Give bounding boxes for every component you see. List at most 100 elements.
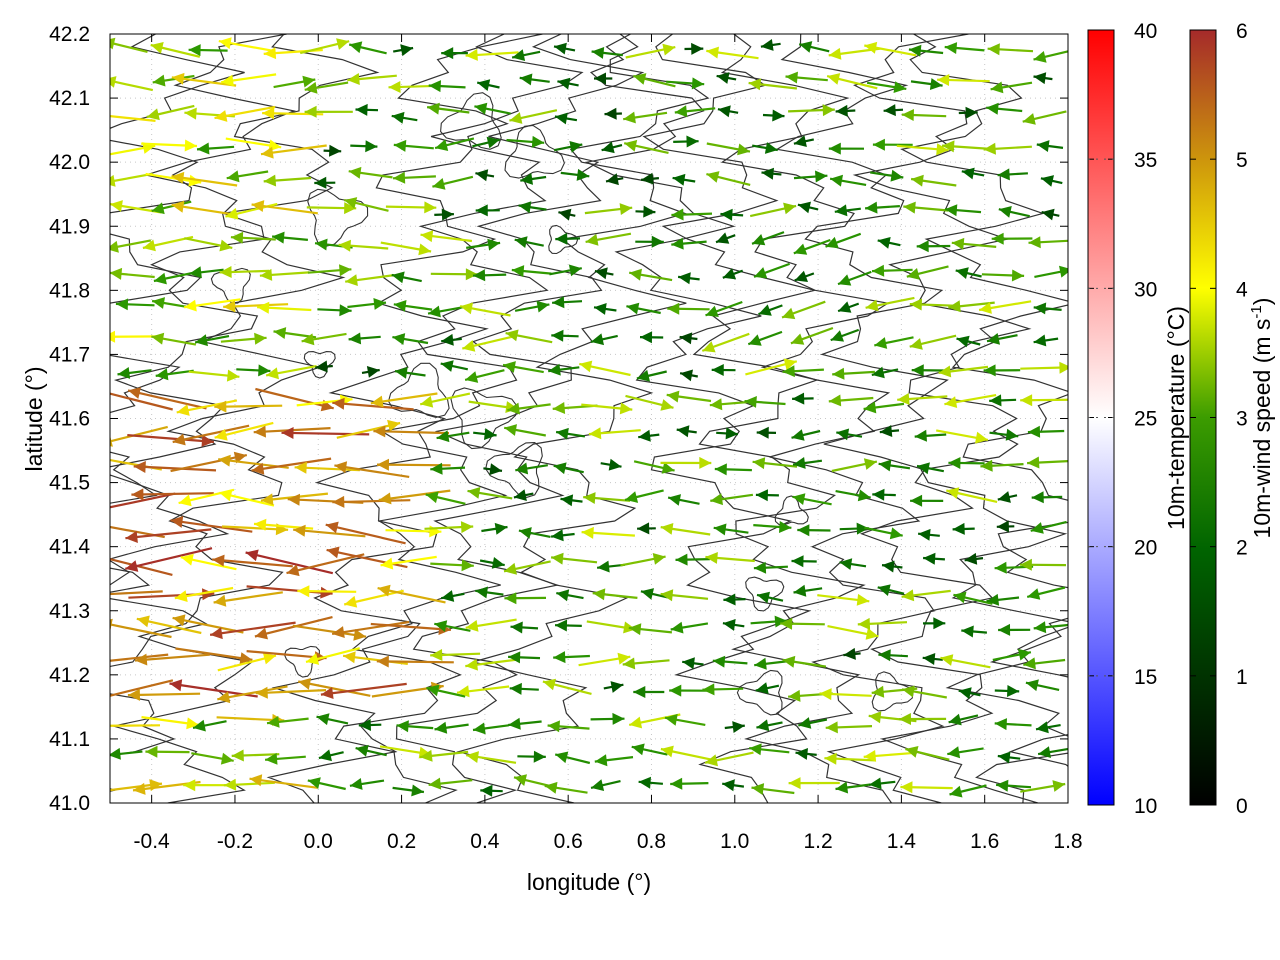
wind-vector (857, 617, 908, 630)
wind-vector-head (380, 557, 394, 570)
wind-vector-head (839, 558, 853, 570)
wind-vector (1030, 520, 1067, 534)
wind-vector (251, 457, 332, 475)
wind-vector-head (989, 394, 1002, 407)
wind-vector-head (797, 524, 810, 537)
wind-vector-head (955, 267, 969, 279)
wind-vector (870, 169, 904, 182)
wind-vector-head (373, 298, 386, 310)
wind-vector-head (617, 652, 631, 665)
wind-vector (944, 394, 997, 408)
wind-vector-head (686, 135, 699, 148)
wind-vector (332, 397, 414, 411)
wind-vector-head (551, 329, 564, 342)
wind-vector-head (180, 553, 194, 566)
wind-vector-head (1031, 491, 1044, 504)
wind-vector (749, 743, 790, 756)
wind-vector-head (868, 711, 882, 724)
wind-vector-head (334, 461, 348, 474)
wind-vector (507, 402, 551, 415)
wind-vector-head (710, 493, 723, 506)
wind-vector-head (722, 619, 736, 631)
wind-vector (949, 784, 987, 798)
wind-vector (713, 523, 749, 536)
wind-vector (419, 749, 469, 762)
wind-vector (990, 81, 1033, 94)
wind-vector (871, 366, 899, 379)
wind-vector-head (1025, 679, 1039, 692)
wind-vector-head (871, 366, 885, 379)
wind-vector-head (353, 629, 367, 641)
wind-vector (217, 685, 288, 704)
wind-vector (475, 586, 504, 599)
wind-vector (863, 750, 917, 762)
wind-vector-head (518, 201, 532, 214)
wind-vector-head (110, 37, 116, 50)
wind-vector (171, 171, 238, 187)
wind-vector (556, 589, 584, 602)
wind-vector-head (996, 779, 1009, 792)
wind-vector-head (863, 401, 877, 414)
wind-vector-head (640, 331, 653, 344)
wind-vector (715, 232, 736, 244)
wind-vector (209, 621, 296, 640)
wind-vector (343, 197, 389, 212)
wind-vector-head (631, 743, 645, 756)
wind-vector (307, 264, 352, 277)
wind-vector-head (666, 390, 680, 403)
wind-vector (750, 615, 788, 628)
wind-vector (839, 522, 869, 535)
wind-vector-head (906, 268, 920, 280)
wind-vector (797, 524, 831, 537)
wind-vector (637, 522, 656, 535)
contour-line (334, 34, 584, 803)
wind-vector (318, 749, 344, 762)
wind-vector (989, 394, 1017, 407)
wind-vector (110, 492, 176, 509)
wind-vector-head (460, 521, 474, 534)
wind-vector-head (626, 302, 640, 315)
wind-vector-head (938, 365, 952, 378)
wind-vector-head (509, 112, 523, 124)
wind-vector-head (936, 143, 949, 156)
wind-vector (944, 42, 985, 54)
contour-line (266, 34, 543, 803)
wind-vector (393, 300, 433, 312)
wind-vector-head (558, 208, 572, 221)
wind-vector (134, 653, 210, 666)
wind-vector (788, 777, 840, 790)
wind-vector (1027, 425, 1065, 438)
wind-vector-head (480, 784, 493, 797)
wind-vector (379, 745, 432, 759)
wind-vector (672, 173, 696, 186)
contour-loop (745, 576, 785, 612)
wind-vector (183, 298, 241, 312)
wind-vector (519, 73, 550, 86)
wind-vector (475, 169, 495, 182)
wind-vector (192, 719, 227, 732)
wind-vector-head (193, 719, 206, 732)
wind-vector (110, 618, 172, 639)
wind-vector-head (155, 368, 169, 381)
wind-vector-head (948, 713, 962, 726)
wind-vector-head (793, 457, 806, 469)
wind-vector-head (756, 719, 770, 732)
wind-vector (716, 72, 737, 84)
wind-vector (825, 232, 862, 249)
wind-vector-head (344, 197, 358, 209)
wind-vector (430, 559, 474, 572)
wind-vector (509, 109, 558, 124)
wind-vector-head (226, 170, 240, 183)
wind-vector (835, 781, 871, 794)
wind-vector-head (675, 553, 688, 566)
wind-vector-head (254, 518, 267, 531)
wind-vector (465, 658, 516, 671)
wind-vector-head (172, 433, 186, 446)
wind-vector (898, 713, 947, 725)
wind-vector (591, 47, 624, 59)
y-tick-label: 41.6 (49, 408, 90, 431)
y-tick-label: 41.0 (49, 792, 90, 815)
wind-vector (503, 424, 547, 437)
wind-vector-head (197, 142, 210, 155)
wind-vector-head (110, 435, 113, 447)
